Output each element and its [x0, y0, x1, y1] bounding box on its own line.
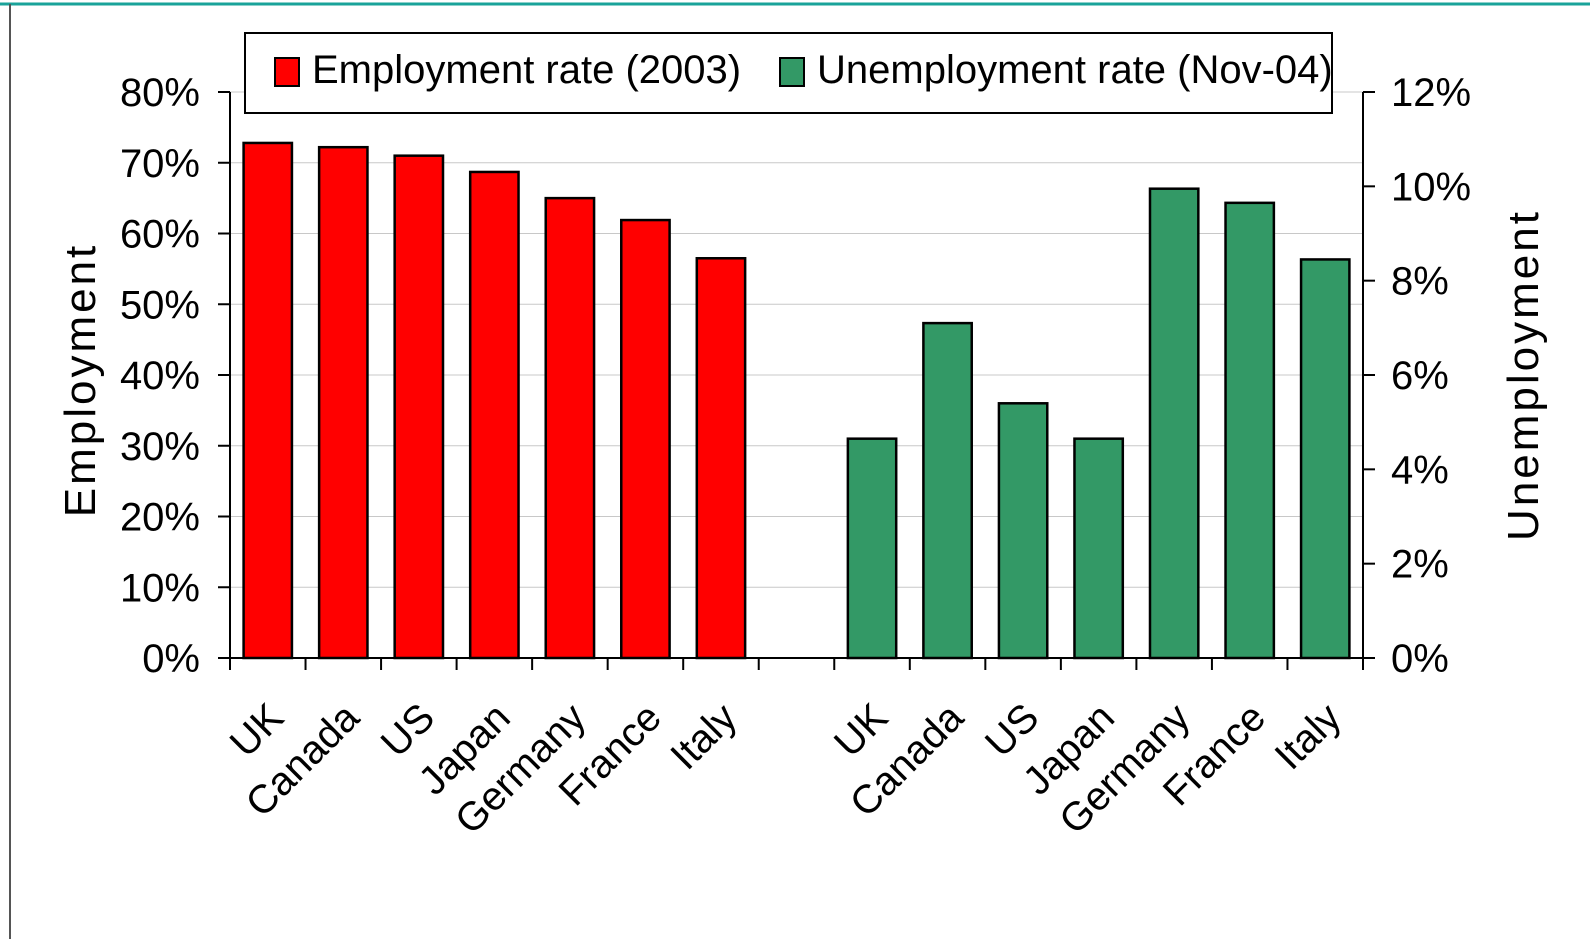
- bar-employment-uk: [242, 141, 294, 660]
- legend-swatch-unemployment: [779, 57, 805, 87]
- bar-unemployment-us: [997, 402, 1049, 660]
- bar-employment-japan: [468, 170, 520, 660]
- right-axis-title: Unemployment: [1499, 209, 1548, 541]
- legend-swatch-employment: [274, 57, 300, 87]
- left-tick-label: 80%: [120, 71, 200, 115]
- bar-unemployment-uk: [846, 437, 898, 660]
- bar-employment-canada: [317, 145, 369, 660]
- bar-unemployment-canada: [922, 321, 973, 660]
- left-axis-ticks: 0% 10% 20% 30% 40% 50% 60% 70% 80%: [120, 71, 200, 681]
- bars: [242, 141, 1351, 660]
- legend-label-unemployment: Unemployment rate (Nov-04): [817, 48, 1333, 92]
- right-tick-label: 4%: [1391, 448, 1449, 492]
- bar-employment-us: [393, 154, 445, 660]
- left-tick-label: 10%: [120, 566, 200, 610]
- right-tick-label: 8%: [1391, 260, 1449, 304]
- right-tick-label: 6%: [1391, 354, 1449, 398]
- axes: [218, 91, 1375, 670]
- bar-employment-france: [620, 218, 671, 660]
- left-tick-label: 20%: [120, 496, 200, 540]
- bar-unemployment-france: [1224, 201, 1276, 660]
- category-label: Italy: [662, 695, 745, 778]
- left-tick-label: 0%: [142, 637, 200, 681]
- bar-unemployment-italy: [1299, 258, 1351, 660]
- left-tick-label: 40%: [120, 354, 200, 398]
- bar-unemployment-japan: [1073, 437, 1125, 660]
- right-tick-label: 0%: [1391, 637, 1449, 681]
- left-axis-title: Employment: [56, 243, 105, 518]
- left-tick-label: 50%: [120, 283, 200, 327]
- bar-unemployment-germany: [1148, 187, 1200, 660]
- right-tick-label: 10%: [1391, 165, 1471, 209]
- bar-employment-germany: [544, 196, 596, 660]
- right-tick-label: 2%: [1391, 543, 1449, 587]
- right-axis-ticks: 0% 2% 4% 6% 8% 10% 12%: [1391, 71, 1471, 681]
- left-tick-label: 30%: [120, 425, 200, 469]
- category-label: Italy: [1267, 695, 1350, 778]
- left-tick-label: 60%: [120, 213, 200, 257]
- left-tick-label: 70%: [120, 142, 200, 186]
- legend: Employment rate (2003) Unemployment rate…: [244, 32, 1333, 114]
- bar-employment-italy: [695, 257, 747, 660]
- legend-label-employment: Employment rate (2003): [312, 48, 741, 92]
- right-tick-label: 12%: [1391, 71, 1471, 115]
